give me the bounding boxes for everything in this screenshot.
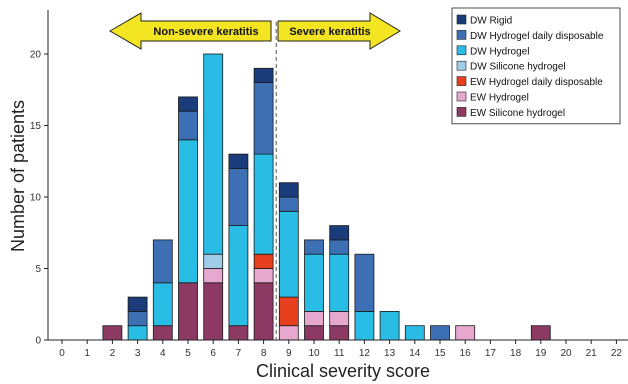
x-tick-label: 5: [185, 348, 191, 359]
y-axis-title: Number of patients: [8, 100, 28, 252]
legend-swatch: [456, 76, 467, 86]
x-tick-label: 22: [611, 348, 623, 359]
bar-segment: [253, 282, 274, 341]
severe-label: Severe keratitis: [289, 26, 370, 38]
bar-segment: [304, 253, 324, 312]
x-tick-label: 1: [84, 348, 90, 359]
bar-segment: [329, 253, 350, 312]
x-tick-label: 10: [308, 348, 320, 359]
bar-segment: [152, 325, 173, 341]
bar-segment: [404, 325, 425, 341]
bar-segment: [329, 239, 350, 255]
bar-segment: [455, 325, 476, 341]
bar-segment: [203, 53, 224, 255]
legend-label: DW Silicone hydrogel: [470, 62, 566, 73]
legend-label: DW Rigid: [470, 16, 512, 27]
bar-segment: [304, 310, 324, 327]
non-severe-arrow: Non-severe keratitis: [109, 12, 272, 50]
bar-segment: [127, 310, 148, 327]
bar-segment: [152, 282, 173, 327]
bar-segment: [354, 253, 375, 312]
y-tick-label: 5: [35, 264, 41, 275]
legend: DW Rigid DW Hydrogel daily disposable DW H…: [451, 7, 621, 125]
x-tick-label: 3: [135, 348, 141, 359]
legend-swatch: [456, 60, 467, 71]
bar-segment: [203, 253, 224, 269]
x-tick-label: 9: [286, 348, 292, 359]
x-tick-label: 20: [560, 348, 572, 359]
bar-segment: [329, 325, 350, 341]
x-tick-label: 2: [110, 348, 116, 359]
bar-segment: [278, 296, 299, 327]
bar-segment: [127, 325, 148, 341]
x-tick-label: 16: [460, 348, 472, 359]
x-tick-label: 4: [160, 348, 166, 359]
bar-segment: [178, 110, 198, 141]
bar-segment: [228, 225, 249, 327]
y-tick-label: 0: [35, 336, 41, 347]
legend-swatch: [456, 14, 467, 25]
bar-segment: [253, 67, 274, 84]
x-axis-title: Clinical severity score: [256, 361, 430, 381]
bar-segment: [102, 325, 123, 341]
legend-label: EW Hydrogel: [470, 93, 529, 104]
legend-label: EW Hydrogel daily disposable: [470, 77, 603, 88]
bar-segment: [253, 82, 274, 155]
bar-segment: [178, 96, 198, 112]
bar-segment: [228, 153, 249, 169]
bar-segment: [278, 196, 299, 212]
bar-segment: [329, 225, 350, 241]
bar-segment: [127, 296, 148, 312]
bar-segment: [354, 310, 375, 341]
bar-segment: [253, 253, 274, 269]
bar-segment: [178, 282, 198, 341]
legend-box: [451, 7, 621, 125]
non-severe-label: Non-severe keratitis: [153, 26, 258, 38]
y-tick-label: 20: [30, 50, 42, 61]
x-tick-label: 7: [236, 348, 242, 359]
bar-segment: [152, 239, 173, 284]
bar-segment: [329, 310, 350, 327]
x-tick-label: 18: [510, 348, 522, 359]
legend-swatch: [456, 91, 467, 102]
legend-swatch: [456, 107, 467, 117]
bar-segment: [379, 310, 400, 341]
bar-segment: [203, 268, 224, 284]
legend-label: DW Hydrogel: [470, 46, 529, 57]
x-tick-label: 6: [210, 348, 216, 359]
legend-swatch: [456, 45, 467, 56]
y-tick-label: 15: [30, 121, 42, 132]
bar-segment: [430, 325, 450, 341]
severe-arrow: Severe keratitis: [277, 12, 401, 50]
x-tick-label: 21: [586, 348, 598, 359]
x-tick-label: 11: [334, 348, 345, 359]
legend-swatch: [456, 30, 467, 40]
x-tick-label: 19: [535, 348, 547, 359]
x-tick-label: 8: [261, 348, 267, 359]
bar-segment: [278, 182, 299, 198]
bar-segment: [304, 239, 324, 255]
bar-segment: [253, 153, 274, 255]
bar-segment: [203, 282, 224, 341]
bar-segment: [253, 268, 274, 284]
x-tick-label: 15: [434, 348, 446, 359]
bar-segment: [228, 167, 249, 226]
x-tick-label: 0: [59, 348, 65, 359]
x-tick-label: 14: [409, 348, 421, 359]
bar-segment: [530, 325, 551, 341]
x-tick-label: 12: [359, 348, 371, 359]
legend-label: DW Hydrogel daily disposable: [470, 31, 604, 42]
bar-segment: [304, 325, 324, 341]
x-tick-label: 17: [485, 348, 497, 359]
bar-segment: [178, 139, 198, 284]
bar-segment: [228, 325, 249, 341]
bar-segment: [278, 210, 299, 298]
legend-label: EW Silicone hydrogel: [470, 108, 565, 119]
x-tick-label: 13: [384, 348, 396, 359]
y-tick-label: 10: [30, 193, 42, 204]
bar-segment: [278, 325, 299, 341]
